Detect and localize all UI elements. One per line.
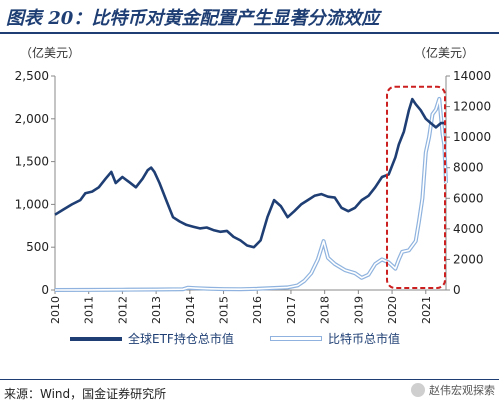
wechat-icon bbox=[411, 383, 425, 397]
x-tick-label: 2017 bbox=[285, 296, 298, 324]
x-tick-label: 2016 bbox=[251, 296, 264, 324]
highlight-box bbox=[386, 85, 447, 289]
right-tick-label: 6000 bbox=[453, 191, 484, 205]
legend: 全球ETF持仓总市值 比特币总市值 bbox=[70, 330, 490, 348]
left-tick-label: 2,500 bbox=[15, 69, 49, 83]
x-tick-label: 2018 bbox=[319, 296, 332, 324]
right-axis-unit: （亿美元） bbox=[414, 46, 475, 60]
left-tick-label: 1,000 bbox=[15, 197, 49, 211]
x-tick-label: 2012 bbox=[116, 296, 129, 324]
series-line-btc bbox=[54, 98, 447, 291]
source-divider bbox=[0, 379, 499, 380]
legend-label-btc: 比特币总市值 bbox=[328, 332, 401, 346]
right-tick-label: 12000 bbox=[453, 100, 491, 114]
series-line-gold-etf bbox=[54, 97, 446, 249]
left-axis-unit: （亿美元） bbox=[20, 46, 81, 60]
legend-label-gold: 全球ETF持仓总市值 bbox=[128, 332, 234, 346]
right-tick-label: 10000 bbox=[453, 130, 491, 144]
left-tick-label: 0 bbox=[41, 283, 49, 297]
watermark-label: 赵伟宏观探索 bbox=[429, 384, 495, 397]
legend-item-gold: 全球ETF持仓总市值 bbox=[70, 330, 234, 347]
x-tick-label: 2010 bbox=[49, 296, 62, 324]
x-tick-label: 2011 bbox=[83, 296, 96, 324]
right-tick-label: 8000 bbox=[453, 161, 484, 175]
left-tick-label: 2,000 bbox=[15, 112, 49, 126]
chart-canvas: 0 500 1,000 1,500 2,000 2,500 0 2000 4000 6000 800… bbox=[15, 69, 492, 324]
watermark: 赵伟宏观探索 bbox=[411, 382, 495, 398]
right-tick-label: 4000 bbox=[453, 222, 484, 236]
right-tick-label: 14000 bbox=[453, 69, 491, 83]
right-tick-label: 0 bbox=[453, 283, 461, 297]
legend-swatch-btc bbox=[270, 336, 322, 341]
x-tick-label: 2015 bbox=[218, 296, 231, 324]
chart-title: 图表 20：比特币对黄金配置产生显著分流效应 bbox=[6, 8, 380, 29]
x-tick-label: 2020 bbox=[386, 296, 399, 324]
source-note: 来源：Wind，国金证券研究所 bbox=[4, 387, 167, 401]
legend-swatch-gold bbox=[70, 336, 122, 341]
left-tick-label: 1,500 bbox=[15, 155, 49, 169]
x-tick-label: 2019 bbox=[352, 296, 365, 324]
legend-item-btc: 比特币总市值 bbox=[270, 330, 400, 347]
right-tick-label: 2000 bbox=[453, 252, 484, 266]
x-tick-label: 2021 bbox=[420, 296, 433, 324]
x-tick-label: 2014 bbox=[184, 296, 197, 324]
left-tick-label: 500 bbox=[26, 240, 49, 254]
x-tick-label: 2013 bbox=[150, 296, 163, 324]
title-divider bbox=[0, 32, 499, 34]
